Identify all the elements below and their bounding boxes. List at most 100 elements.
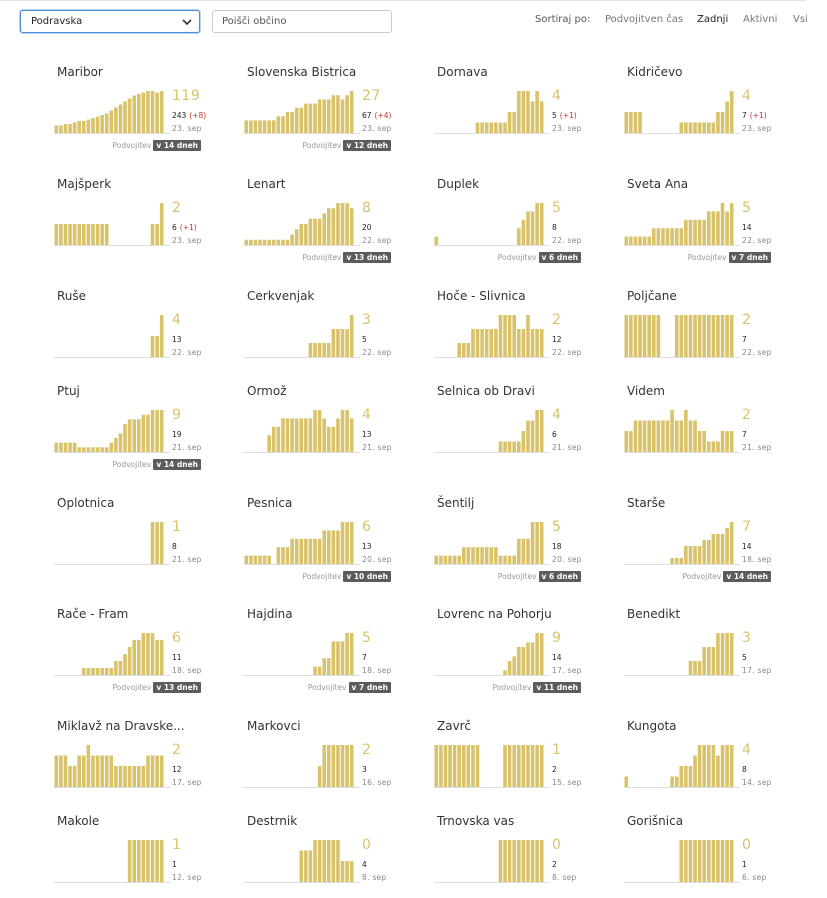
municipality-card[interactable]: Miklavž na Dravske... 2 12 17. sep — [54, 719, 237, 819]
last-date: 8. sep — [552, 873, 577, 882]
municipality-card[interactable]: Ptuj 9 19 21. sep Podvojitev v 14 dneh — [54, 384, 237, 484]
case-bar — [494, 329, 498, 357]
last-date: 17. sep — [742, 666, 772, 675]
municipality-card[interactable]: Maribor 119 243 (+8) 23. sep Podvojitev v 14 d… — [54, 65, 237, 165]
sort-option-latest[interactable]: Zadnji — [696, 14, 730, 29]
case-bar — [82, 668, 86, 675]
case-bar — [59, 224, 63, 245]
municipality-name: Zavrč — [437, 719, 471, 733]
municipality-card[interactable]: Lovrenc na Pohorju 9 14 17. sep Podvojitev v … — [434, 607, 617, 707]
case-bar — [521, 431, 526, 452]
sparkline-chart — [624, 410, 734, 452]
doubling-badge: v 7 dneh — [348, 682, 391, 693]
case-bar — [535, 522, 539, 564]
case-bar — [249, 120, 253, 133]
municipality-card[interactable]: Sveta Ana 5 14 22. sep Podvojitev v 7 dneh — [624, 177, 807, 277]
municipality-card[interactable]: Makole 1 1 12. sep — [54, 814, 237, 898]
case-bar — [68, 224, 72, 245]
municipality-card[interactable]: Trnovska vas 0 2 8. sep — [434, 814, 617, 898]
chart-baseline — [54, 245, 170, 246]
municipality-card[interactable]: Videm 2 7 21. sep — [624, 384, 807, 484]
chevron-down-icon — [182, 19, 192, 26]
municipality-card[interactable]: Dornava 4 5 (+1) 23. sep — [434, 65, 617, 165]
sparkline-chart — [150, 522, 164, 564]
doubling-badge: v 14 dneh — [153, 140, 201, 151]
municipality-card[interactable]: Ormož 4 13 21. sep — [244, 384, 427, 484]
municipality-name: Ormož — [247, 384, 287, 398]
case-bar — [503, 315, 507, 357]
case-bar — [684, 546, 688, 564]
case-bar — [150, 840, 155, 882]
municipality-card[interactable]: Zavrč 1 2 15. sep — [434, 719, 617, 819]
case-bar — [647, 236, 651, 245]
municipality-card[interactable]: Šentilj 5 18 20. sep Podvojitev v 6 dneh — [434, 496, 617, 596]
case-bar — [340, 99, 345, 133]
last-date: 22. sep — [362, 348, 392, 357]
municipality-card[interactable]: Hajdina 5 7 18. sep Podvojitev v 7 dneh — [244, 607, 427, 707]
chart-baseline — [54, 564, 170, 565]
case-bar — [517, 91, 521, 133]
municipality-card[interactable]: Kidričevo 4 7 (+1) 23. sep — [624, 65, 807, 165]
sort-option-all[interactable]: Vsi — [793, 14, 808, 25]
municipality-card[interactable]: Kungota 4 8 14. sep — [624, 719, 807, 819]
municipality-card[interactable]: Majšperk 2 6 (+1) 23. sep — [54, 177, 237, 277]
region-select-value: Podravska — [31, 16, 83, 27]
municipality-card[interactable]: Duplek 5 8 22. sep Podvojitev v 6 dneh — [434, 177, 617, 277]
municipality-card[interactable]: Oplotnica 1 8 21. sep — [54, 496, 237, 596]
municipality-search-input[interactable] — [212, 10, 392, 33]
municipality-card[interactable]: Ruše 4 13 22. sep — [54, 289, 237, 389]
total-cases: 2 — [552, 860, 560, 869]
region-select[interactable]: Podravska — [20, 10, 200, 33]
municipality-card[interactable]: Cerkvenjak 3 5 22. sep — [244, 289, 427, 389]
case-bar — [684, 840, 688, 882]
total-value: 12 — [172, 765, 182, 774]
municipality-card[interactable]: Destrnik 0 4 8. sep — [244, 814, 427, 898]
case-bar — [244, 555, 249, 564]
case-bar — [155, 522, 159, 564]
sparkline-chart — [434, 522, 544, 564]
case-bar — [624, 315, 629, 357]
case-bar — [345, 633, 349, 675]
municipality-card[interactable]: Hoče - Slivnica 2 12 22. sep — [434, 289, 617, 389]
delta-value: (+1) — [749, 111, 767, 120]
municipality-card[interactable]: Lenart 8 20 22. sep Podvojitev v 13 dneh — [244, 177, 427, 277]
last-date: 17. sep — [552, 666, 582, 675]
sparkline-chart — [457, 315, 544, 357]
municipality-card[interactable]: Markovci 2 3 16. sep — [244, 719, 427, 819]
case-bar — [720, 840, 725, 882]
case-bar — [652, 228, 656, 245]
case-bar — [539, 329, 544, 357]
case-bar — [526, 538, 530, 564]
case-bar — [127, 840, 132, 882]
case-bar — [104, 113, 109, 133]
total-cases: 13 — [172, 335, 185, 344]
municipality-card[interactable]: Rače - Fram 6 11 18. sep Podvojitev v 13 dneh — [54, 607, 237, 707]
case-bar — [725, 431, 729, 452]
last-date: 22. sep — [362, 236, 392, 245]
municipality-card[interactable]: Benedikt 3 5 17. sep — [624, 607, 807, 707]
case-bar — [535, 745, 539, 787]
municipality-card[interactable]: Pesnica 6 13 20. sep Podvojitev v 10 dneh — [244, 496, 427, 596]
municipality-card[interactable]: Slovenska Bistrica 27 67 (+4) 23. sep Podvoji… — [244, 65, 427, 165]
case-bar — [327, 343, 331, 357]
municipality-name: Duplek — [437, 177, 480, 191]
case-bar — [104, 668, 109, 675]
case-bar — [521, 745, 526, 787]
sparkline-chart — [498, 410, 544, 452]
municipality-card[interactable]: Starše 7 14 18. sep Podvojitev v 14 dneh — [624, 496, 807, 596]
case-bar — [475, 329, 480, 357]
active-cases: 5 — [362, 630, 372, 646]
case-bar — [132, 840, 136, 882]
last-date: 15. sep — [552, 778, 582, 787]
case-bar — [82, 755, 86, 787]
case-bar — [729, 633, 734, 675]
municipality-card[interactable]: Selnica ob Dravi 4 6 21. sep — [434, 384, 617, 484]
chart-baseline — [624, 245, 740, 246]
case-bar — [299, 418, 304, 452]
case-bar — [322, 658, 326, 675]
sort-option-doubling[interactable]: Podvojitven čas — [605, 14, 683, 25]
case-bar — [317, 666, 322, 675]
municipality-card[interactable]: Poljčane 2 7 22. sep — [624, 289, 807, 389]
municipality-card[interactable]: Gorišnica 0 1 6. sep — [624, 814, 807, 898]
sort-option-active[interactable]: Aktivni — [743, 14, 777, 25]
